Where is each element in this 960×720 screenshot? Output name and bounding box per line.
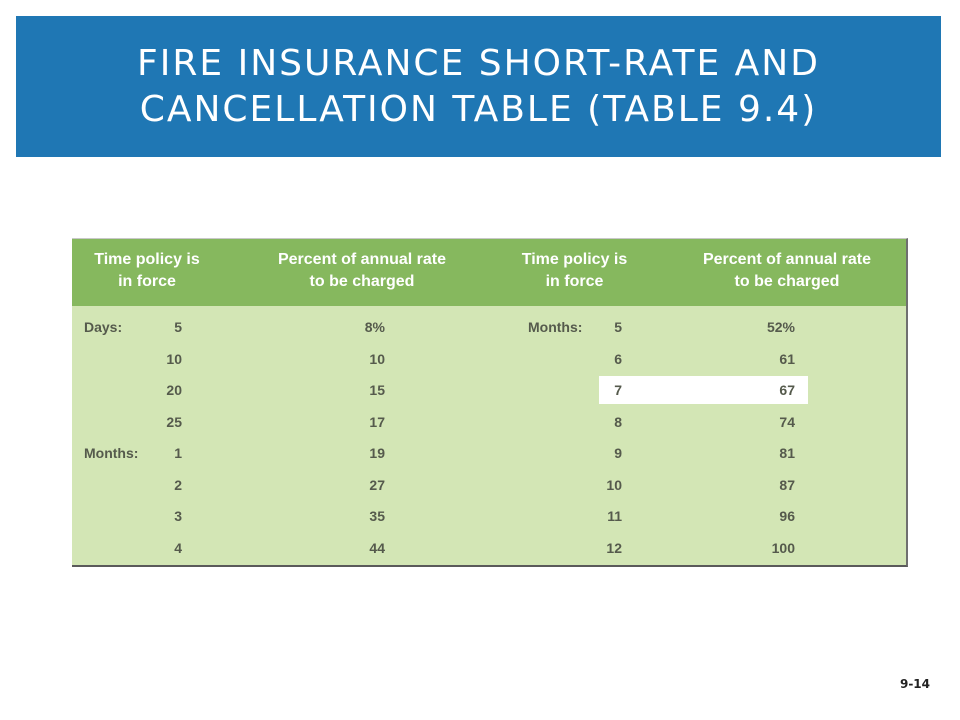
table-cell-left-time: 20 bbox=[166, 382, 182, 398]
page-number: 9-14 bbox=[899, 677, 930, 691]
table-cell-left-time: 2 bbox=[174, 476, 182, 493]
header-time-left: Time policy is in force bbox=[72, 249, 222, 293]
header-line: Time policy is bbox=[521, 251, 628, 268]
table-cell-right-pct: 67 bbox=[779, 382, 795, 398]
header-line: to be charged bbox=[734, 273, 840, 290]
short-rate-table: Time policy is in force Percent of annua… bbox=[72, 238, 908, 567]
header-percent-left: Percent of annual rate to be charged bbox=[242, 249, 482, 293]
table-cell-left-pct: 44 bbox=[369, 539, 385, 556]
title-bar: FIRE INSURANCE SHORT-RATE AND CANCELLATI… bbox=[16, 16, 941, 157]
table-cell-left-time: 25 bbox=[166, 413, 182, 430]
table-cell-left-pct: 35 bbox=[369, 508, 385, 524]
table-cell-right-time: 9 bbox=[614, 445, 622, 461]
table-cell-left-label: Days: bbox=[84, 319, 123, 335]
slide-title-line-1: FIRE INSURANCE SHORT-RATE AND bbox=[137, 42, 820, 84]
table-cell-right-time: 5 bbox=[614, 319, 622, 335]
header-line: to be charged bbox=[309, 273, 415, 290]
header-line: Time policy is bbox=[94, 251, 200, 268]
highlighted-row bbox=[599, 376, 808, 404]
table-cell-right-pct: 52% bbox=[766, 319, 795, 335]
slide-title: FIRE INSURANCE SHORT-RATE AND CANCELLATI… bbox=[137, 41, 820, 133]
table-cell-right-time: 8 bbox=[614, 413, 622, 430]
table-cell-left-pct: 27 bbox=[369, 476, 385, 493]
slide-title-line-2: CANCELLATION TABLE (TABLE 9.4) bbox=[139, 88, 818, 130]
table-cell-right-time: 7 bbox=[614, 382, 622, 398]
header-line: Percent of annual rate bbox=[277, 251, 447, 268]
table-cell-left-pct: 8% bbox=[364, 319, 385, 335]
table-cell-left-pct: 10 bbox=[369, 350, 385, 367]
table-cell-right-pct: 96 bbox=[779, 508, 795, 524]
table-cell-right-pct: 61 bbox=[779, 350, 795, 367]
table-cell-left-pct: 17 bbox=[369, 413, 385, 430]
table-cell-left-label: Months: bbox=[84, 445, 139, 461]
table-cell-left-time: 5 bbox=[174, 319, 182, 335]
table-cell-right-pct: 74 bbox=[779, 413, 795, 430]
table-cell-left-time: 3 bbox=[174, 508, 182, 524]
table-cell-right-time: 11 bbox=[607, 508, 622, 524]
header-line: Percent of annual rate bbox=[702, 251, 872, 268]
table-header: Time policy is in force Percent of annua… bbox=[72, 239, 906, 306]
table-cell-right-label: Months: bbox=[528, 319, 583, 335]
table-cell-left-time: 10 bbox=[166, 350, 182, 367]
table-cell-left-pct: 15 bbox=[369, 382, 385, 398]
table-cell-right-pct: 87 bbox=[779, 476, 795, 493]
header-line: in force bbox=[118, 273, 176, 290]
table-cell-right-time: 10 bbox=[606, 476, 622, 493]
table-cell-left-time: 4 bbox=[174, 539, 182, 556]
table-cell-right-pct: 100 bbox=[771, 539, 795, 556]
table-cell-right-time: 6 bbox=[614, 350, 622, 367]
table-cell-left-time: 1 bbox=[174, 445, 182, 461]
header-time-right: Time policy is in force bbox=[492, 249, 657, 293]
table-cell-right-pct: 81 bbox=[779, 445, 795, 461]
header-line: in force bbox=[545, 273, 604, 290]
table-cell-right-time: 12 bbox=[606, 539, 622, 556]
table-cell-left-pct: 19 bbox=[369, 445, 385, 461]
header-percent-right: Percent of annual rate to be charged bbox=[667, 249, 907, 293]
